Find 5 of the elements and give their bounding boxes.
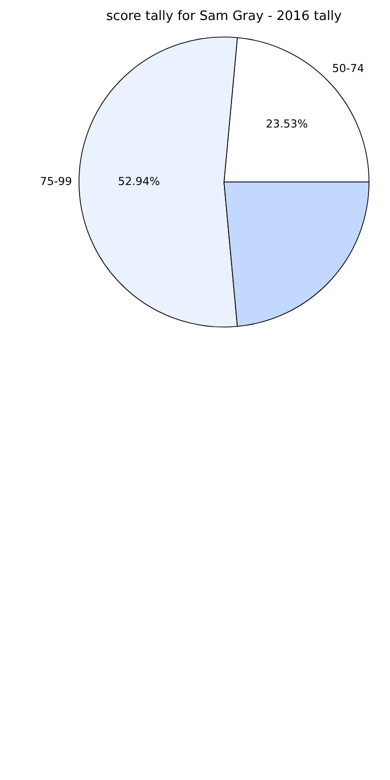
slice-label: 75-99	[40, 175, 72, 188]
chart-title: score tally for Sam Gray - 2016 tally	[106, 9, 342, 24]
data-label: 52.94%	[118, 175, 160, 188]
data-label: 23.53%	[266, 118, 308, 131]
slice-label: 50-74	[332, 62, 364, 75]
